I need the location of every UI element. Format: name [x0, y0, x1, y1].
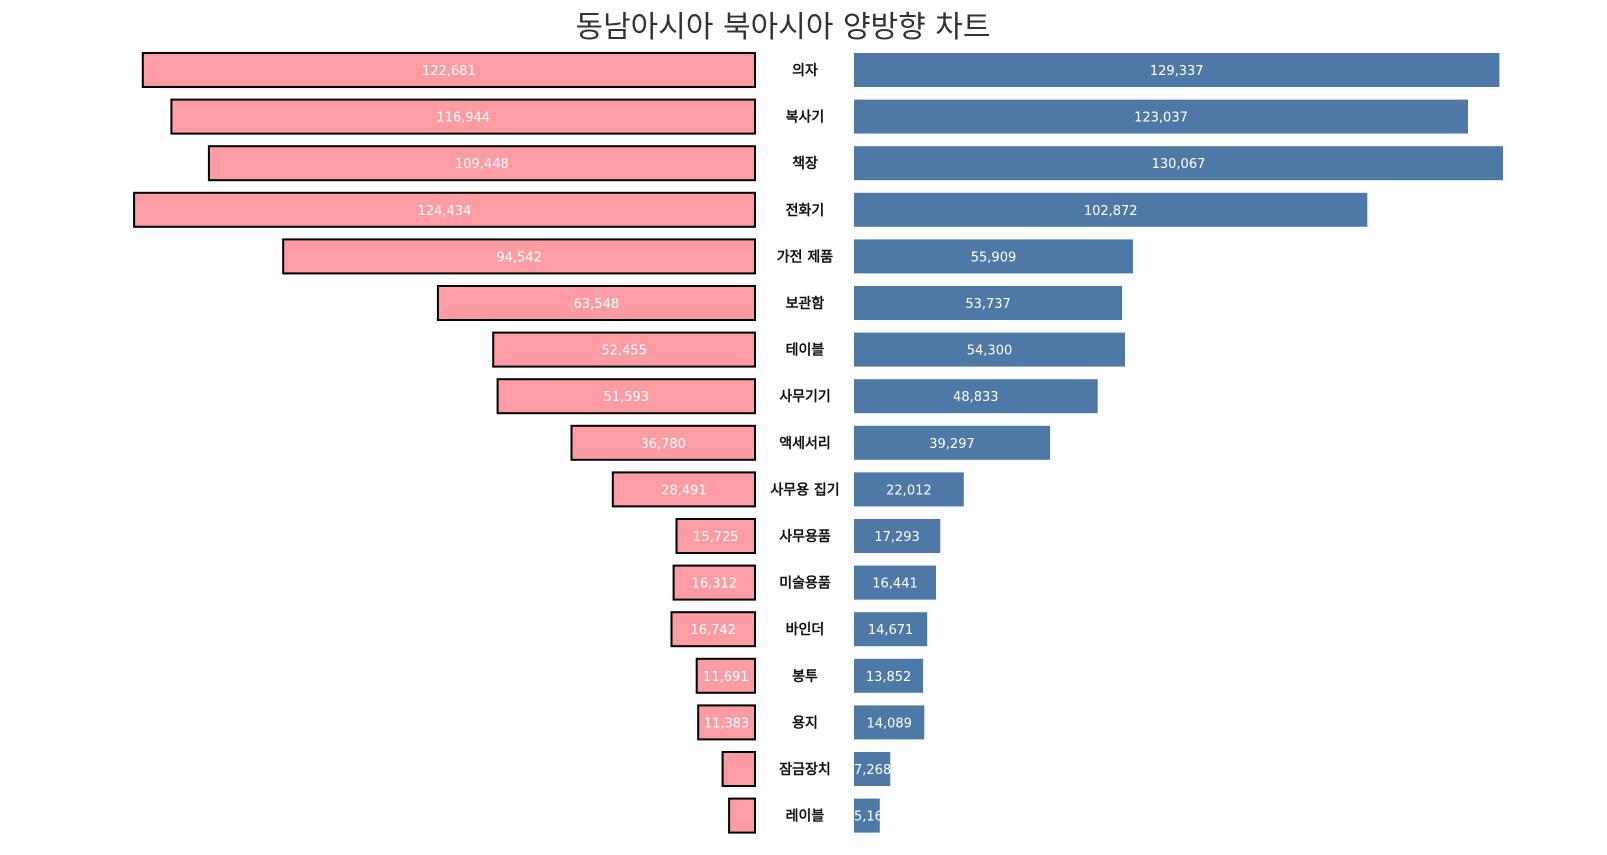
category-label: 봉투 — [792, 669, 818, 685]
left-bar — [675, 518, 756, 554]
chart-title: 동남아시아 북아시아 양방향 차트 — [575, 10, 991, 45]
left-bar — [697, 704, 757, 741]
category-label: 보관함 — [786, 295, 825, 312]
right-bar-label: 53,737 — [965, 297, 1011, 312]
left-bar — [141, 52, 757, 88]
left-bar-label: 124,434 — [418, 204, 472, 219]
left-bar-label: 28,491 — [661, 483, 707, 498]
right-bar-label: 55,909 — [971, 250, 1017, 265]
category-label: 사무용 집기 — [770, 481, 839, 498]
left-bar-label: 52,455 — [601, 344, 647, 359]
left-bar — [695, 657, 757, 694]
category-label: 가전 제품 — [777, 248, 834, 265]
left-bar-label: 15,725 — [693, 530, 739, 545]
left-bar — [496, 378, 756, 415]
right-bar-label: 130,067 — [1152, 157, 1206, 172]
category-label: 잠금장치 — [779, 761, 831, 778]
left-bar-label: 94,542 — [496, 250, 542, 265]
right-bar — [854, 286, 1123, 320]
category-label: 복사기 — [786, 110, 825, 126]
category-label: 사무용품 — [779, 529, 831, 545]
right-bar-label: 14,671 — [868, 623, 914, 638]
category-label: 미술용품 — [779, 576, 831, 592]
right-bar-label: 17,293 — [874, 530, 920, 545]
right-bar-label: 102,872 — [1084, 204, 1138, 219]
category-label: 레이블 — [786, 808, 825, 825]
left-bar — [721, 751, 756, 787]
right-bar — [854, 658, 924, 693]
left-bar-label: 109,448 — [455, 157, 509, 172]
category-label: 테이블 — [786, 342, 825, 359]
left-bar — [170, 98, 756, 135]
category-label: 용지 — [792, 715, 818, 731]
left-bar-label: 16,742 — [690, 623, 736, 638]
right-bar-label: 48,833 — [953, 390, 999, 405]
left-bar — [436, 285, 756, 321]
right-bar — [854, 472, 964, 507]
left-bar-label: 116,944 — [436, 111, 490, 126]
right-bar — [854, 752, 891, 786]
left-bar-label: 11,691 — [703, 670, 749, 685]
right-bar — [854, 798, 880, 833]
left-bar-label: 36,780 — [640, 437, 686, 452]
right-bar — [854, 146, 1503, 181]
right-bar-label: 123,037 — [1134, 111, 1188, 126]
right-bar — [854, 239, 1133, 274]
category-label: 바인더 — [786, 621, 825, 638]
right-bar-label: 129,337 — [1150, 64, 1204, 79]
left-bar — [133, 191, 757, 228]
left-bar — [670, 611, 756, 648]
right-bar-label: 22,012 — [886, 483, 932, 498]
left-bar-label: 11,383 — [704, 716, 750, 731]
category-label: 사무기기 — [779, 389, 831, 405]
left-bar-label: 63,548 — [574, 297, 620, 312]
right-bar — [854, 53, 1500, 87]
right-bar — [854, 705, 925, 740]
diverging-bar-chart: 122,681 의자 129,337 116,944 복사기 123,037 109,448… — [133, 52, 1503, 834]
left-bar — [492, 331, 756, 368]
left-bar — [570, 424, 756, 461]
right-bar-label: 16,441 — [872, 577, 918, 592]
right-bar — [854, 612, 928, 647]
right-bar-label: 7,268 — [854, 763, 891, 778]
right-bar — [854, 99, 1468, 134]
right-bar — [854, 379, 1098, 414]
left-bar — [282, 238, 756, 275]
right-bar — [854, 565, 936, 600]
right-bar — [854, 192, 1368, 227]
category-label: 의자 — [792, 62, 818, 79]
left-bar-label: 51,593 — [604, 390, 650, 405]
right-bar-label: 54,300 — [967, 344, 1013, 359]
right-bar-label: 5,16 — [854, 810, 883, 825]
right-bar — [854, 332, 1125, 367]
left-bar-label: 16,312 — [692, 577, 738, 592]
left-bar-label: 122,681 — [422, 64, 476, 79]
left-bar — [207, 145, 756, 182]
category-label: 전화기 — [786, 202, 825, 219]
left-bar — [611, 471, 756, 508]
right-bar-label: 13,852 — [866, 670, 912, 685]
right-bar — [854, 519, 941, 553]
right-bar-label: 39,297 — [929, 437, 975, 452]
category-label: 책장 — [792, 155, 818, 172]
category-label: 액세서리 — [779, 435, 831, 452]
left-bar — [728, 797, 756, 834]
right-bar — [854, 425, 1051, 460]
right-bar-label: 14,089 — [866, 716, 912, 731]
left-bar — [672, 564, 756, 601]
